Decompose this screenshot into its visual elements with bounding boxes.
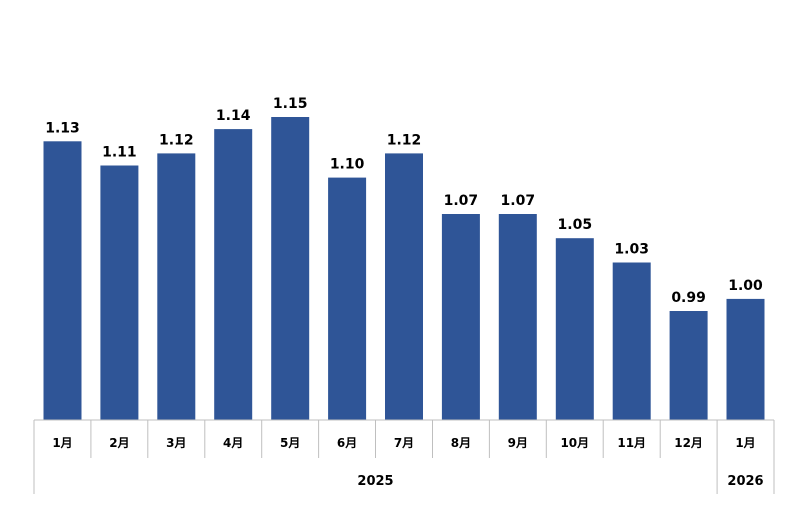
- month-tick-label: 7月: [394, 436, 414, 450]
- month-tick-label: 12月: [674, 436, 703, 450]
- bar: [214, 129, 253, 420]
- bar: [43, 141, 82, 421]
- bar: [385, 153, 423, 420]
- bar: [271, 117, 310, 420]
- month-tick-label: 6月: [337, 436, 357, 450]
- month-tick-label: 8月: [451, 436, 471, 450]
- year-label: 2026: [727, 474, 763, 489]
- month-tick-label: 1月: [52, 436, 72, 450]
- month-tick-label: 11月: [617, 436, 646, 450]
- month-tick-label: 9月: [508, 436, 528, 450]
- category-axis: [33, 419, 775, 494]
- year-label: 2025: [357, 474, 393, 489]
- month-tick-label: 4月: [223, 436, 243, 450]
- bar-value-label: 1.05: [558, 217, 593, 233]
- bar-value-label: 1.07: [501, 193, 536, 209]
- bar-value-label: 0.99: [671, 290, 706, 306]
- bar: [157, 153, 196, 420]
- month-tick-label: 10月: [560, 436, 589, 450]
- bar: [328, 177, 367, 420]
- bar: [612, 262, 651, 420]
- value-labels-group: 1.13 1.11 1.12 1.14 1.15 1.10 1.12 1.07 1.07 1.05…: [45, 96, 763, 306]
- bar: [498, 214, 537, 420]
- bar-value-label: 1.00: [728, 278, 763, 294]
- bar: [669, 311, 708, 420]
- bar-value-label: 1.13: [45, 120, 80, 136]
- bar: [726, 298, 765, 420]
- bar: [555, 238, 594, 420]
- bar-value-label: 1.10: [330, 157, 365, 173]
- bars-group: [43, 117, 765, 421]
- month-tick-label: 2月: [109, 436, 129, 450]
- month-labels-group: 1月 2月 3月 4月 5月 6月 7月 8月 9月 10月 11月 12月 1月: [52, 436, 755, 450]
- bar-value-label: 1.12: [159, 132, 194, 148]
- bar-value-label: 1.11: [102, 145, 137, 161]
- month-tick-label: 1月: [735, 436, 755, 450]
- bar-value-label: 1.12: [387, 132, 422, 148]
- bar: [100, 165, 139, 420]
- bar-value-label: 1.07: [444, 193, 479, 209]
- bar: [441, 214, 480, 420]
- month-tick-label: 3月: [166, 436, 186, 450]
- bar-value-label: 1.14: [216, 108, 251, 124]
- bar-value-label: 1.15: [273, 96, 308, 112]
- bar-value-label: 1.03: [614, 242, 649, 258]
- year-labels-group: 2025 2026: [357, 474, 763, 489]
- month-tick-label: 5月: [280, 436, 300, 450]
